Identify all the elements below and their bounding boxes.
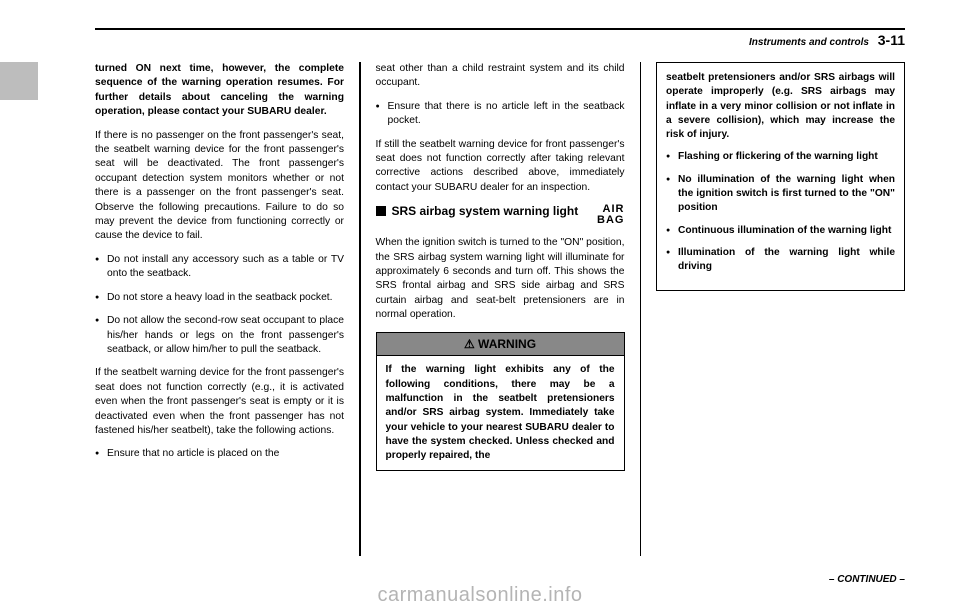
header-rule [95,28,905,30]
column-3: seatbelt pretensioners and/or SRS airbag… [656,62,905,556]
warning-triangle-icon: ⚠ [464,337,475,351]
col3-p1: seatbelt pretensioners and/or SRS airbag… [666,71,895,142]
col2-p3: When the ignition switch is turned to th… [376,236,625,322]
column-1: turned ON next time, however, the comple… [95,62,344,556]
col3-b1: Flashing or flickering of the warning li… [666,150,895,164]
col3-b4: Illumination of the warning light while … [666,246,895,275]
col1-b3: Do not allow the second-row seat occupan… [95,314,344,357]
edge-tab [0,62,38,100]
header-text: Instruments and controls 3-11 [749,32,905,48]
warning-label: WARNING [478,337,536,351]
column-divider-2 [640,62,642,556]
warning-header: ⚠ WARNING [376,332,625,357]
col2-p2: If still the seatbelt warning device for… [376,138,625,196]
col2-p1: seat other than a child restraint system… [376,62,625,91]
section-title: Instruments and controls [749,37,869,48]
col1-b4: Ensure that no article is placed on the [95,447,344,461]
content-columns: turned ON next time, however, the comple… [95,62,905,556]
square-bullet-icon [376,206,386,216]
srs-title: SRS airbag system warning light [392,204,598,219]
column-divider-1 [359,62,361,556]
col3-b3: Continuous illumination of the warning l… [666,224,895,238]
col1-b1: Do not install any accessory such as a t… [95,253,344,282]
col3-box: seatbelt pretensioners and/or SRS airbag… [656,62,905,291]
column-2: seat other than a child restraint system… [376,62,625,556]
page-number: 3-11 [878,32,905,48]
col3-b2: No illumination of the warning light whe… [666,173,895,216]
col1-p3: If the seatbelt warning device for the f… [95,366,344,438]
col2-b1: Ensure that there is no article left in … [376,100,625,129]
warning-body: If the warning light exhibits any of the… [376,356,625,471]
col1-p2: If there is no passenger on the front pa… [95,129,344,244]
watermark: carmanualsonline.info [0,584,960,607]
manual-page: Instruments and controls 3-11 turned ON … [0,0,960,611]
airbag-icon: AIRBAG [597,204,624,226]
col1-p1: turned ON next time, however, the comple… [95,62,344,120]
srs-subhead: SRS airbag system warning light AIRBAG [376,204,625,226]
col1-b2: Do not store a heavy load in the seatbac… [95,291,344,305]
